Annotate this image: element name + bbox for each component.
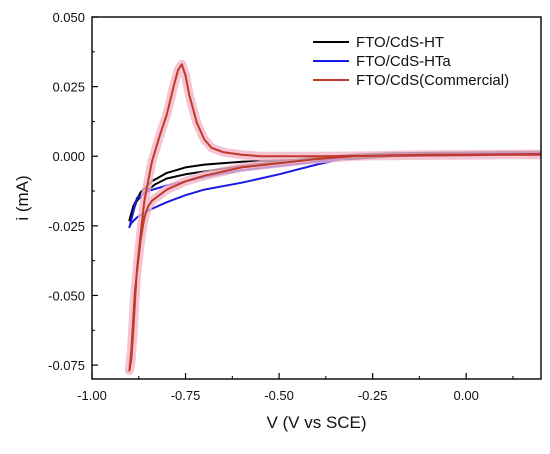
- legend-label-3: FTO/CdS(Commercial): [356, 72, 509, 89]
- x-tick-label: -0.75: [171, 388, 201, 403]
- y-tick-label: -0.075: [48, 358, 85, 373]
- y-tick-label: -0.025: [48, 219, 85, 234]
- y-tick-label: 0.025: [52, 80, 85, 95]
- x-tick-label: -0.25: [358, 388, 388, 403]
- x-tick-label: -0.50: [264, 388, 294, 403]
- series-glow-commercial: [124, 59, 541, 376]
- legend-label-1: FTO/CdS-HT: [356, 34, 444, 51]
- y-axis-title: i (mA): [13, 175, 32, 220]
- plot-frame: [91, 16, 542, 380]
- y-tick-label: 0.050: [52, 10, 85, 25]
- x-axis-title: V (V vs SCE): [266, 413, 366, 432]
- series-line-2: [128, 151, 541, 229]
- x-tick-label: 0.00: [454, 388, 479, 403]
- x-tick-label: -1.00: [77, 388, 107, 403]
- legend-label-2: FTO/CdS-HTa: [356, 53, 451, 70]
- series-line-3: [128, 63, 541, 372]
- series-line-1: [128, 151, 541, 222]
- y-tick-label: 0.000: [52, 149, 85, 164]
- y-tick-label: -0.050: [48, 288, 85, 303]
